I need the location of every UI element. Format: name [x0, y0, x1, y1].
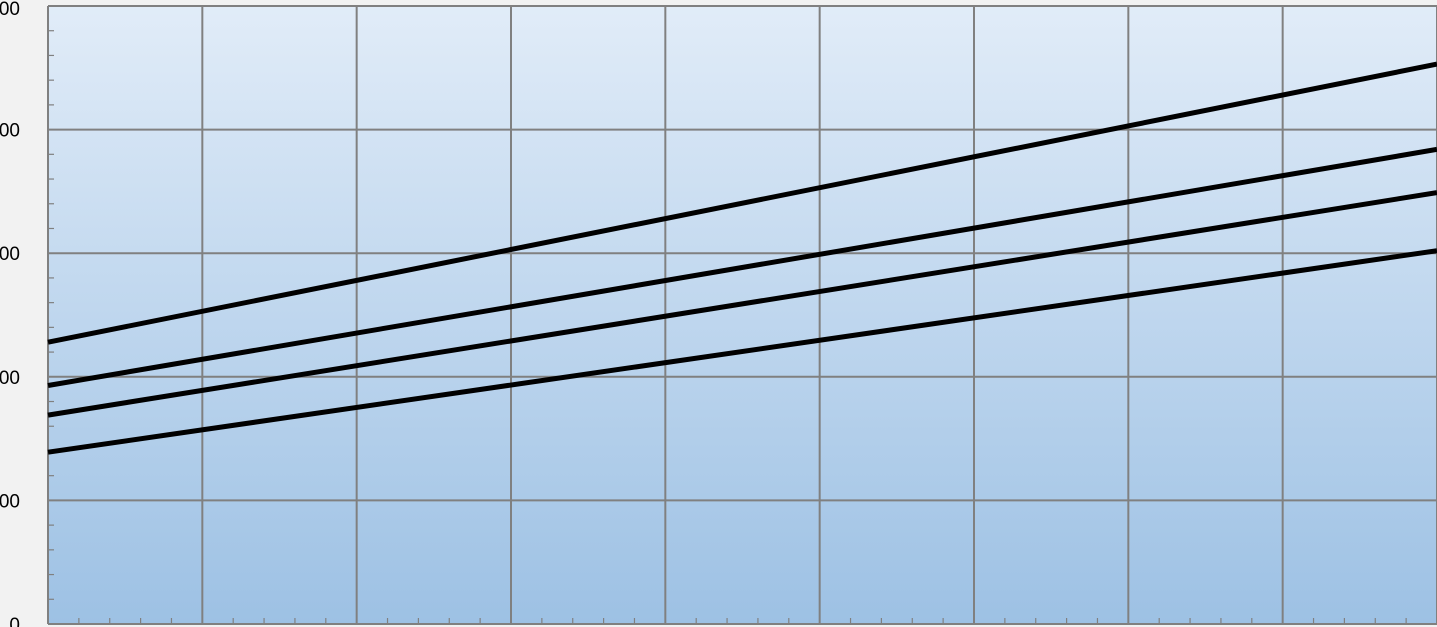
- y-tick-label: 00: [0, 491, 20, 512]
- series-line-1: [47, 61, 1437, 345]
- y-tick-label: 0: [9, 615, 20, 627]
- minor-ticks: [48, 30, 1407, 624]
- y-tick-label: 00: [0, 121, 20, 142]
- y-tick-label: 00: [0, 0, 20, 20]
- plot-area: [48, 6, 1437, 624]
- series-line-4: [47, 248, 1437, 455]
- series-lines: [47, 61, 1437, 455]
- y-tick-label: 00: [0, 244, 20, 265]
- series-line-3: [47, 190, 1437, 418]
- y-tick-label: 00: [0, 368, 20, 389]
- series-line-2: [47, 146, 1437, 388]
